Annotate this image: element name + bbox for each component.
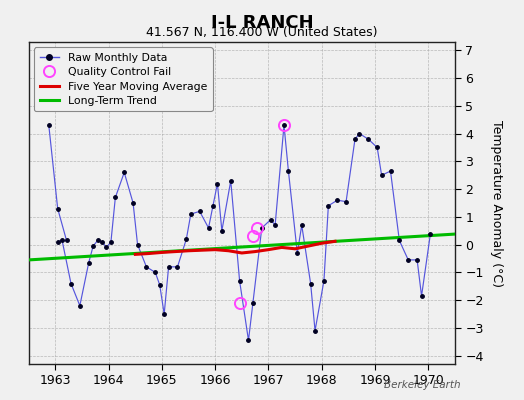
Legend: Raw Monthly Data, Quality Control Fail, Five Year Moving Average, Long-Term Tren: Raw Monthly Data, Quality Control Fail, … [34,48,213,111]
Text: I-L RANCH: I-L RANCH [211,14,313,32]
Y-axis label: Temperature Anomaly (°C): Temperature Anomaly (°C) [490,120,503,286]
Text: Berkeley Earth: Berkeley Earth [385,380,461,390]
Text: 41.567 N, 116.400 W (United States): 41.567 N, 116.400 W (United States) [146,26,378,39]
